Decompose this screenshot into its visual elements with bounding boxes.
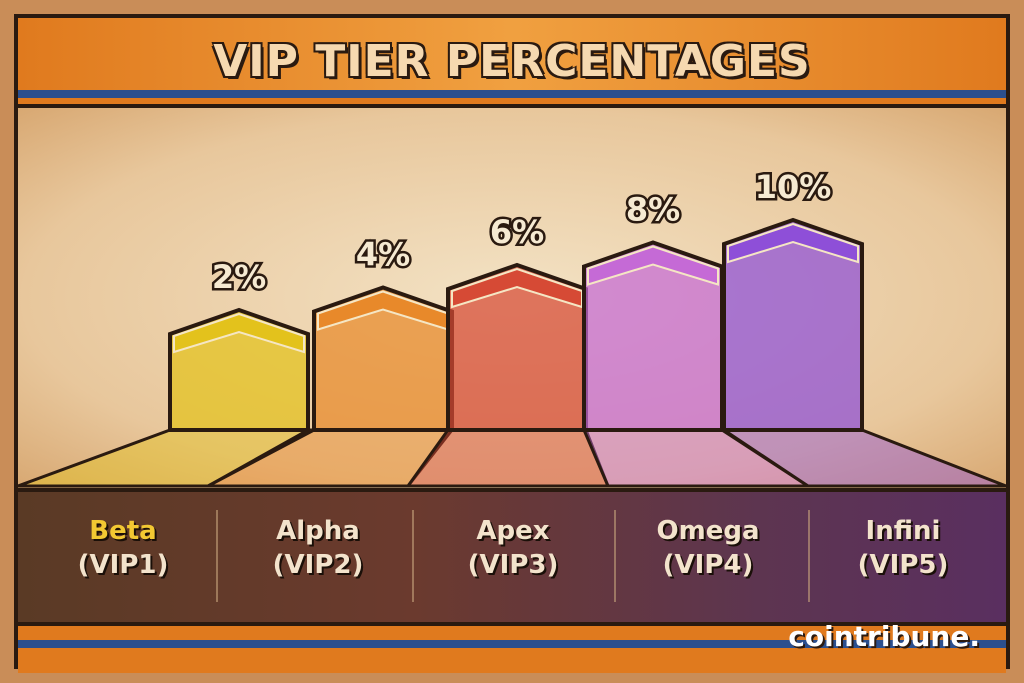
category-divider [412, 510, 414, 602]
category-label-1: Beta (VIP1) [28, 514, 218, 582]
category-divider [614, 510, 616, 602]
category-name-3: Apex [476, 516, 550, 546]
chart-card: VIP TIER PERCENTAGES 2% 4% 6% 8% 10% Beta (V… [14, 14, 1010, 673]
bottom-stripe-blue [18, 640, 1006, 648]
category-label-4: Omega (VIP4) [613, 514, 803, 582]
category-tier-2: (VIP2) [272, 550, 364, 580]
title-stripe-orange [18, 98, 1006, 104]
category-labels-band: Beta (VIP1) Alpha (VIP2) Apex (VIP3) Ome… [18, 488, 1006, 622]
category-label-3: Apex (VIP3) [418, 514, 608, 582]
bar-cap-1 [173, 312, 305, 354]
category-tier-3: (VIP3) [467, 550, 559, 580]
bottom-band [18, 622, 1006, 673]
category-name-5: Infini [865, 516, 941, 546]
bar-5 [722, 217, 864, 432]
value-label-2: 4% [356, 236, 410, 274]
category-divider [808, 510, 810, 602]
category-tier-4: (VIP4) [662, 550, 754, 580]
category-divider [216, 510, 218, 602]
chart-title: VIP TIER PERCENTAGES [213, 36, 811, 87]
title-stripe-blue [18, 90, 1006, 98]
brand-logo: cointribune. [788, 620, 980, 653]
category-tier-1: (VIP1) [77, 550, 169, 580]
bar-chart-svg: 2% 4% 6% 8% 10% [18, 166, 1006, 488]
bar-cap-5 [727, 222, 859, 264]
category-label-2: Alpha (VIP2) [223, 514, 413, 582]
category-name-4: Omega [656, 516, 760, 546]
category-tier-5: (VIP5) [857, 550, 949, 580]
value-label-3: 6% [490, 213, 544, 251]
category-name-1: Beta [89, 516, 157, 546]
title-band: VIP TIER PERCENTAGES [18, 18, 1006, 108]
bar-cap-4 [587, 245, 719, 286]
category-label-5: Infini (VIP5) [808, 514, 998, 582]
plot-area: 2% 4% 6% 8% 10% [18, 108, 1006, 488]
category-name-2: Alpha [276, 516, 360, 546]
value-label-4: 8% [626, 191, 680, 229]
value-label-1: 2% [212, 258, 266, 296]
value-label-5: 10% [755, 168, 832, 206]
